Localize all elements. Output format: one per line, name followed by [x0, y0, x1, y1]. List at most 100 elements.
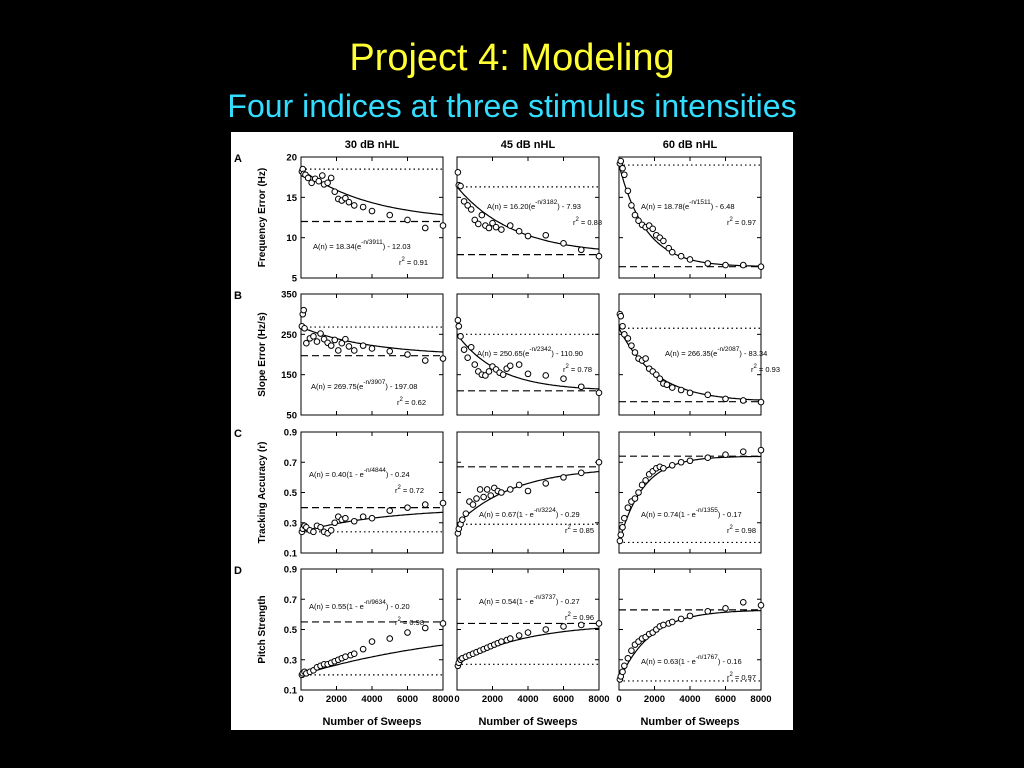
- x-axis-label: Number of Sweeps: [640, 716, 739, 728]
- y-tick-label: 5: [292, 274, 298, 285]
- r-squared-symbol: r: [565, 526, 568, 535]
- fit-equation-tail: ) - 0.16: [718, 657, 742, 666]
- data-point: [704, 260, 712, 267]
- y-tick-label: 0.3: [284, 655, 297, 666]
- data-point: [660, 621, 667, 629]
- data-point: [739, 448, 747, 455]
- data-point: [304, 174, 312, 182]
- data-point: [331, 188, 339, 195]
- data-point: [350, 517, 358, 525]
- data-point: [303, 339, 310, 347]
- y-axis-label: Frequency Error (Hz): [257, 168, 268, 267]
- data-point: [460, 346, 468, 353]
- data-point: [652, 371, 660, 378]
- data-point: [350, 202, 358, 209]
- x-tick-label: 8000: [750, 694, 771, 705]
- data-point: [595, 252, 603, 260]
- y-tick-label: 15: [286, 193, 297, 204]
- r-squared-label: r2 = 0.62: [397, 397, 426, 407]
- data-point: [624, 187, 632, 195]
- data-point: [359, 342, 367, 349]
- r-squared-exponent: 2: [730, 525, 734, 531]
- subplot-D-2: 0 2000 4000 6000 8000 A(n) = 0.54(1 - e-n/373…: [454, 568, 610, 705]
- data-point: [301, 324, 308, 332]
- r-squared-exponent: 2: [730, 672, 734, 678]
- r-squared-value: = 0.97: [733, 673, 756, 682]
- data-point: [619, 164, 626, 172]
- data-point: [454, 316, 462, 324]
- x-tick-label: 6000: [715, 694, 736, 705]
- x-tick-label: 0: [616, 694, 621, 705]
- fit-equation-exponent: -n/1767: [696, 654, 718, 661]
- data-point: [739, 397, 747, 404]
- r-squared-label: r2 = 0.97: [727, 672, 756, 682]
- data-point: [327, 174, 335, 182]
- data-point: [350, 650, 358, 658]
- data-point: [677, 615, 685, 623]
- fit-equation-main: A(n) = 0.63(1 - e: [641, 657, 696, 666]
- data-point: [404, 216, 411, 224]
- r-squared-label: r2 = 0.96: [565, 612, 594, 622]
- data-point: [331, 336, 339, 344]
- data-point: [313, 338, 321, 345]
- r-squared-exponent: 2: [576, 217, 580, 223]
- r-squared-label: r2 = 0.72: [395, 485, 424, 495]
- fit-equation-tail: ) - 0.27: [556, 597, 580, 606]
- r-squared-symbol: r: [727, 218, 730, 227]
- fit-equation-tail: ) - 7.93: [557, 202, 581, 211]
- r-squared-symbol: r: [727, 673, 730, 682]
- data-point: [386, 347, 394, 355]
- data-point: [506, 222, 514, 229]
- fit-equation-main: A(n) = 269.75(e: [311, 382, 363, 391]
- r-squared-label: r2 = 0.88: [573, 217, 602, 227]
- x-axis-label: Number of Sweeps: [322, 716, 421, 728]
- data-point: [498, 638, 505, 645]
- x-tick-label: 8000: [432, 694, 453, 705]
- data-point: [342, 194, 349, 202]
- data-point: [457, 333, 464, 340]
- x-tick-label: 2000: [482, 694, 503, 705]
- subplot-C-1: 0.9 0.7 0.5 0.3 0.1 A(n) = 0.40(1 - e-n/4844)…: [284, 428, 447, 560]
- data-point: [686, 389, 694, 397]
- data-point: [342, 514, 349, 522]
- data-point: [542, 372, 550, 379]
- data-point: [324, 179, 331, 187]
- data-point: [457, 182, 464, 190]
- data-point: [619, 523, 626, 531]
- data-point: [515, 227, 523, 235]
- data-point: [368, 514, 376, 522]
- data-point: [560, 375, 567, 382]
- r-squared-symbol: r: [399, 258, 402, 267]
- data-point: [722, 395, 729, 403]
- data-point: [722, 605, 729, 612]
- data-point: [464, 202, 471, 209]
- row-letter: A: [234, 153, 242, 165]
- r-squared-exponent: 2: [402, 257, 406, 263]
- fit-curve: [300, 644, 444, 676]
- data-point: [342, 335, 349, 343]
- r-squared-symbol: r: [397, 398, 400, 407]
- fit-equation: A(n) = 0.67(1 - e-n/3224) - 0.29: [479, 507, 580, 519]
- data-point: [473, 495, 480, 502]
- data-point: [704, 608, 712, 615]
- y-axis-label: Pitch Strength: [257, 595, 268, 663]
- y-axis-label: Slope Error (Hz/s): [257, 312, 268, 396]
- data-point: [345, 198, 353, 206]
- data-point: [757, 263, 765, 271]
- data-point: [660, 465, 667, 472]
- fit-equation-exponent: -n/1355: [696, 507, 718, 514]
- y-tick-label: 0.9: [284, 565, 297, 576]
- subplot-D-1: 0.9 0.7 0.5 0.3 0.10 2000 4000 6000 8000 A(n) = 0…: [284, 565, 454, 706]
- data-point: [421, 624, 429, 632]
- fit-equation-main: A(n) = 16.20(e: [487, 202, 535, 211]
- data-point: [476, 486, 484, 493]
- fit-equation-tail: ) - 12.03: [383, 242, 411, 251]
- fit-equation-exponent: -n/3907: [363, 379, 385, 386]
- data-point: [439, 355, 447, 362]
- data-point: [386, 507, 394, 514]
- data-point: [439, 499, 447, 507]
- data-point: [478, 211, 486, 219]
- data-point: [677, 386, 685, 394]
- data-point: [542, 231, 550, 239]
- data-point: [499, 371, 507, 378]
